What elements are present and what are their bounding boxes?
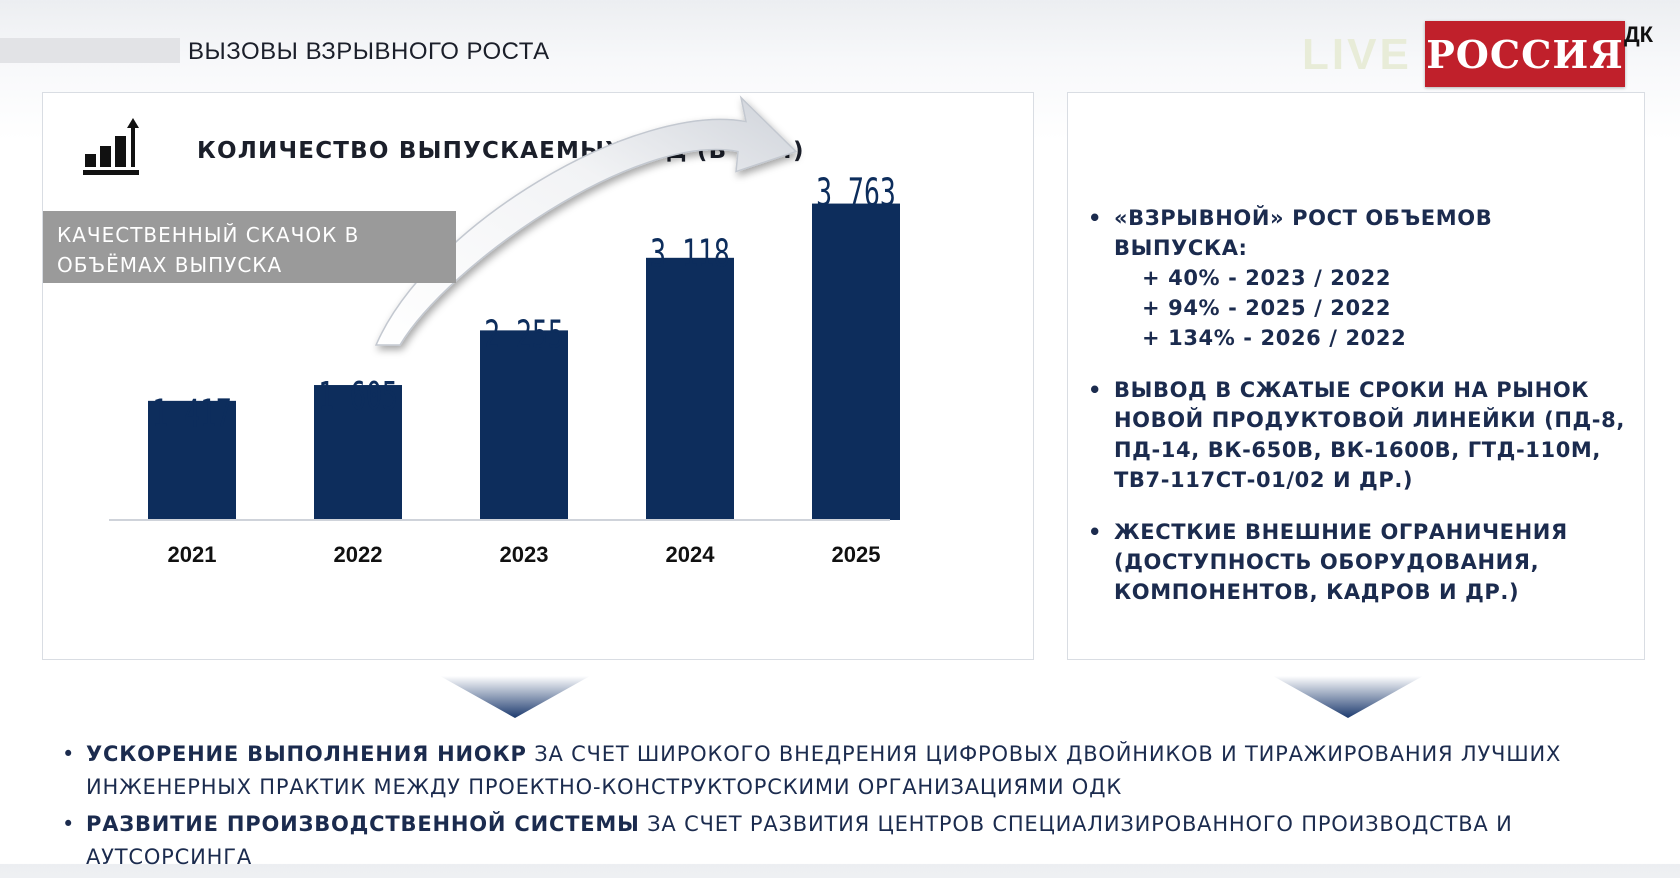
data-label-2024: 3 118 <box>650 232 730 276</box>
header-stripe <box>0 38 180 63</box>
bullet: • <box>1088 520 1103 544</box>
bullet: • <box>1088 378 1103 402</box>
down-chevron-icon <box>1273 676 1423 718</box>
info-subitem: + 94% - 2025 / 2022 <box>1142 296 1392 320</box>
bottom-item-text: ЗА СЧЕТ ШИРОКОГО ВНЕДРЕНИЯ ЦИФРОВЫХ ДВОЙ… <box>86 742 1562 799</box>
bar-2021 <box>148 400 236 520</box>
bar-2023 <box>480 330 568 520</box>
data-label-2023: 2 255 <box>484 313 564 357</box>
info-list: • «ВЗРЫВНОЙ» РОСТ ОБЪЕМОВ ВЫПУСКА: + 40%… <box>1088 203 1633 629</box>
bar-2025 <box>812 203 900 520</box>
live-watermark: LIVE <box>1302 30 1412 79</box>
data-label-2022: 1 605 <box>318 374 398 418</box>
page-title: ВЫЗОВЫ ВЗРЫВНОГО РОСТА <box>188 38 550 65</box>
callout-box: КАЧЕСТВЕННЫЙ СКАЧОК В ОБЪЁМАХ ВЫПУСКА <box>43 211 456 283</box>
growth-arrow-icon <box>374 95 798 346</box>
chart-panel: КОЛИЧЕСТВО ВЫПУСКАЕМЫХ ГТД (В ШТ.) 1 417… <box>42 92 1034 660</box>
info-subitem: + 40% - 2023 / 2022 <box>1142 266 1392 290</box>
bar-chart: 1 417 2021 1 605 2022 2 255 2023 3 118 2024 3 76… <box>109 95 900 567</box>
bar-2024 <box>646 257 734 520</box>
corner-text: ДК <box>1624 22 1654 47</box>
x-tick-2021: 2021 <box>168 542 217 567</box>
bottom-item-production: • РАЗВИТИЕ ПРОИЗВОДСТВЕННОЙ СИСТЕМЫ ЗА С… <box>62 808 1642 874</box>
bullet: • <box>1088 206 1103 230</box>
x-tick-2023: 2023 <box>500 542 549 567</box>
info-item-products: • ВЫВОД В СЖАТЫЕ СРОКИ НА РЫНОК НОВОЙ ПР… <box>1088 375 1633 495</box>
info-panel: • «ВЗРЫВНОЙ» РОСТ ОБЪЕМОВ ВЫПУСКА: + 40%… <box>1067 92 1645 660</box>
info-subitem: + 134% - 2026 / 2022 <box>1142 326 1407 350</box>
x-tick-2025: 2025 <box>832 542 881 567</box>
bottom-list: • УСКОРЕНИЕ ВЫПОЛНЕНИЯ НИОКР ЗА СЧЕТ ШИР… <box>62 738 1642 878</box>
bottom-item-rnd: • УСКОРЕНИЕ ВЫПОЛНЕНИЯ НИОКР ЗА СЧЕТ ШИР… <box>62 738 1642 804</box>
x-tick-2024: 2024 <box>666 542 716 567</box>
info-item-text: ВЫВОД В СЖАТЫЕ СРОКИ НА РЫНОК НОВОЙ ПРОД… <box>1114 378 1625 492</box>
channel-logo-text: РОССИЯ <box>1426 31 1624 77</box>
data-label-2025: 3 763 <box>816 171 896 215</box>
bar-chart-growth-icon <box>83 118 139 175</box>
bar-2022 <box>314 385 402 520</box>
info-item-text: «ВЗРЫВНОЙ» РОСТ ОБЪЕМОВ ВЫПУСКА: <box>1114 206 1493 260</box>
data-label-2021: 1 417 <box>152 392 232 436</box>
info-item-text: ЖЕСТКИЕ ВНЕШНИЕ ОГРАНИЧЕНИЯ (ДОСТУПНОСТЬ… <box>1114 520 1568 604</box>
bullet: • <box>62 812 76 836</box>
callout-text: КАЧЕСТВЕННЫЙ СКАЧОК В ОБЪЁМАХ ВЫПУСКА <box>57 223 360 277</box>
bullet: • <box>62 742 76 766</box>
bottom-item-bold: УСКОРЕНИЕ ВЫПОЛНЕНИЯ НИОКР <box>86 742 527 766</box>
info-item-constraints: • ЖЕСТКИЕ ВНЕШНИЕ ОГРАНИЧЕНИЯ (ДОСТУПНОС… <box>1088 517 1633 607</box>
x-tick-2022: 2022 <box>334 542 383 567</box>
channel-logo: РОССИЯ <box>1425 21 1625 87</box>
info-item-growth: • «ВЗРЫВНОЙ» РОСТ ОБЪЕМОВ ВЫПУСКА: + 40%… <box>1088 203 1633 353</box>
down-chevron-icon <box>440 676 590 718</box>
bottom-item-bold: РАЗВИТИЕ ПРОИЗВОДСТВЕННОЙ СИСТЕМЫ <box>86 812 640 836</box>
